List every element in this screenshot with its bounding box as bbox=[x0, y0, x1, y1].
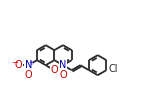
Text: Cl: Cl bbox=[109, 64, 118, 74]
Text: −: − bbox=[11, 58, 18, 67]
Text: N: N bbox=[25, 60, 32, 70]
Text: O: O bbox=[50, 65, 58, 75]
Text: O: O bbox=[59, 70, 67, 80]
Text: O: O bbox=[15, 60, 22, 70]
Text: N: N bbox=[59, 60, 67, 70]
Text: O: O bbox=[25, 70, 32, 80]
Text: +: + bbox=[29, 60, 34, 66]
